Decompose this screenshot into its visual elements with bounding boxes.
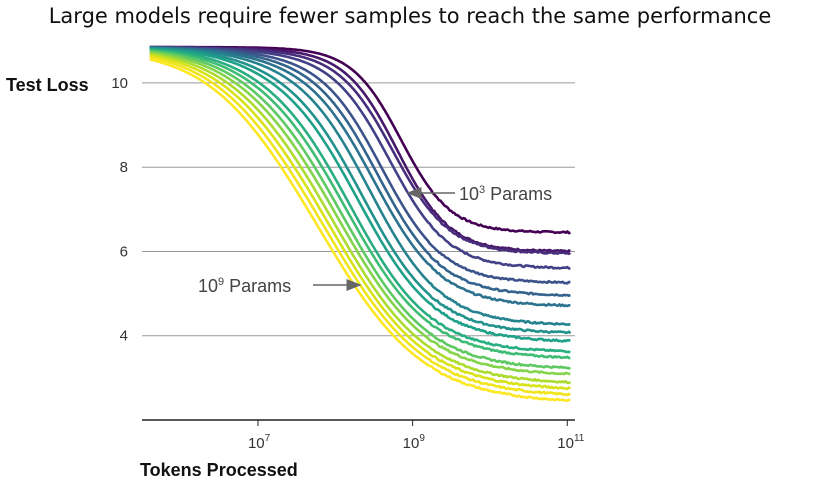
loss-curve: [149, 54, 571, 391]
x-tick-label: 1011: [557, 433, 585, 452]
loss-curve: [149, 48, 571, 354]
loss-curve: [149, 46, 571, 326]
annotation-small-model: 103 Params: [459, 184, 552, 204]
loss-curve: [149, 47, 572, 335]
loss-curves: [149, 45, 572, 402]
y-tick-label: 10: [111, 75, 128, 92]
loss-curve: [149, 49, 571, 360]
y-axis-title: Test Loss: [6, 75, 89, 95]
chart-title: Large models require fewer samples to re…: [48, 4, 772, 28]
x-tick-label: 109: [403, 433, 426, 452]
loss-curve: [149, 46, 571, 308]
loss-curve: [149, 47, 571, 343]
loss-curve: [149, 50, 571, 370]
annotation-large-model: 109 Params: [198, 276, 291, 296]
x-tick-labels: 107 109 1011: [248, 420, 585, 452]
x-axis-title: Tokens Processed: [140, 460, 298, 480]
y-tick-label: 4: [120, 328, 128, 345]
loss-curve: [149, 52, 572, 385]
gridlines: [142, 82, 575, 337]
loss-curve: [149, 58, 571, 402]
x-tick-label: 107: [248, 433, 271, 452]
y-tick-label: 6: [120, 243, 128, 260]
loss-curve: [149, 51, 571, 376]
y-tick-labels: 4 6 8 10: [111, 75, 128, 345]
y-tick-label: 8: [120, 159, 128, 176]
